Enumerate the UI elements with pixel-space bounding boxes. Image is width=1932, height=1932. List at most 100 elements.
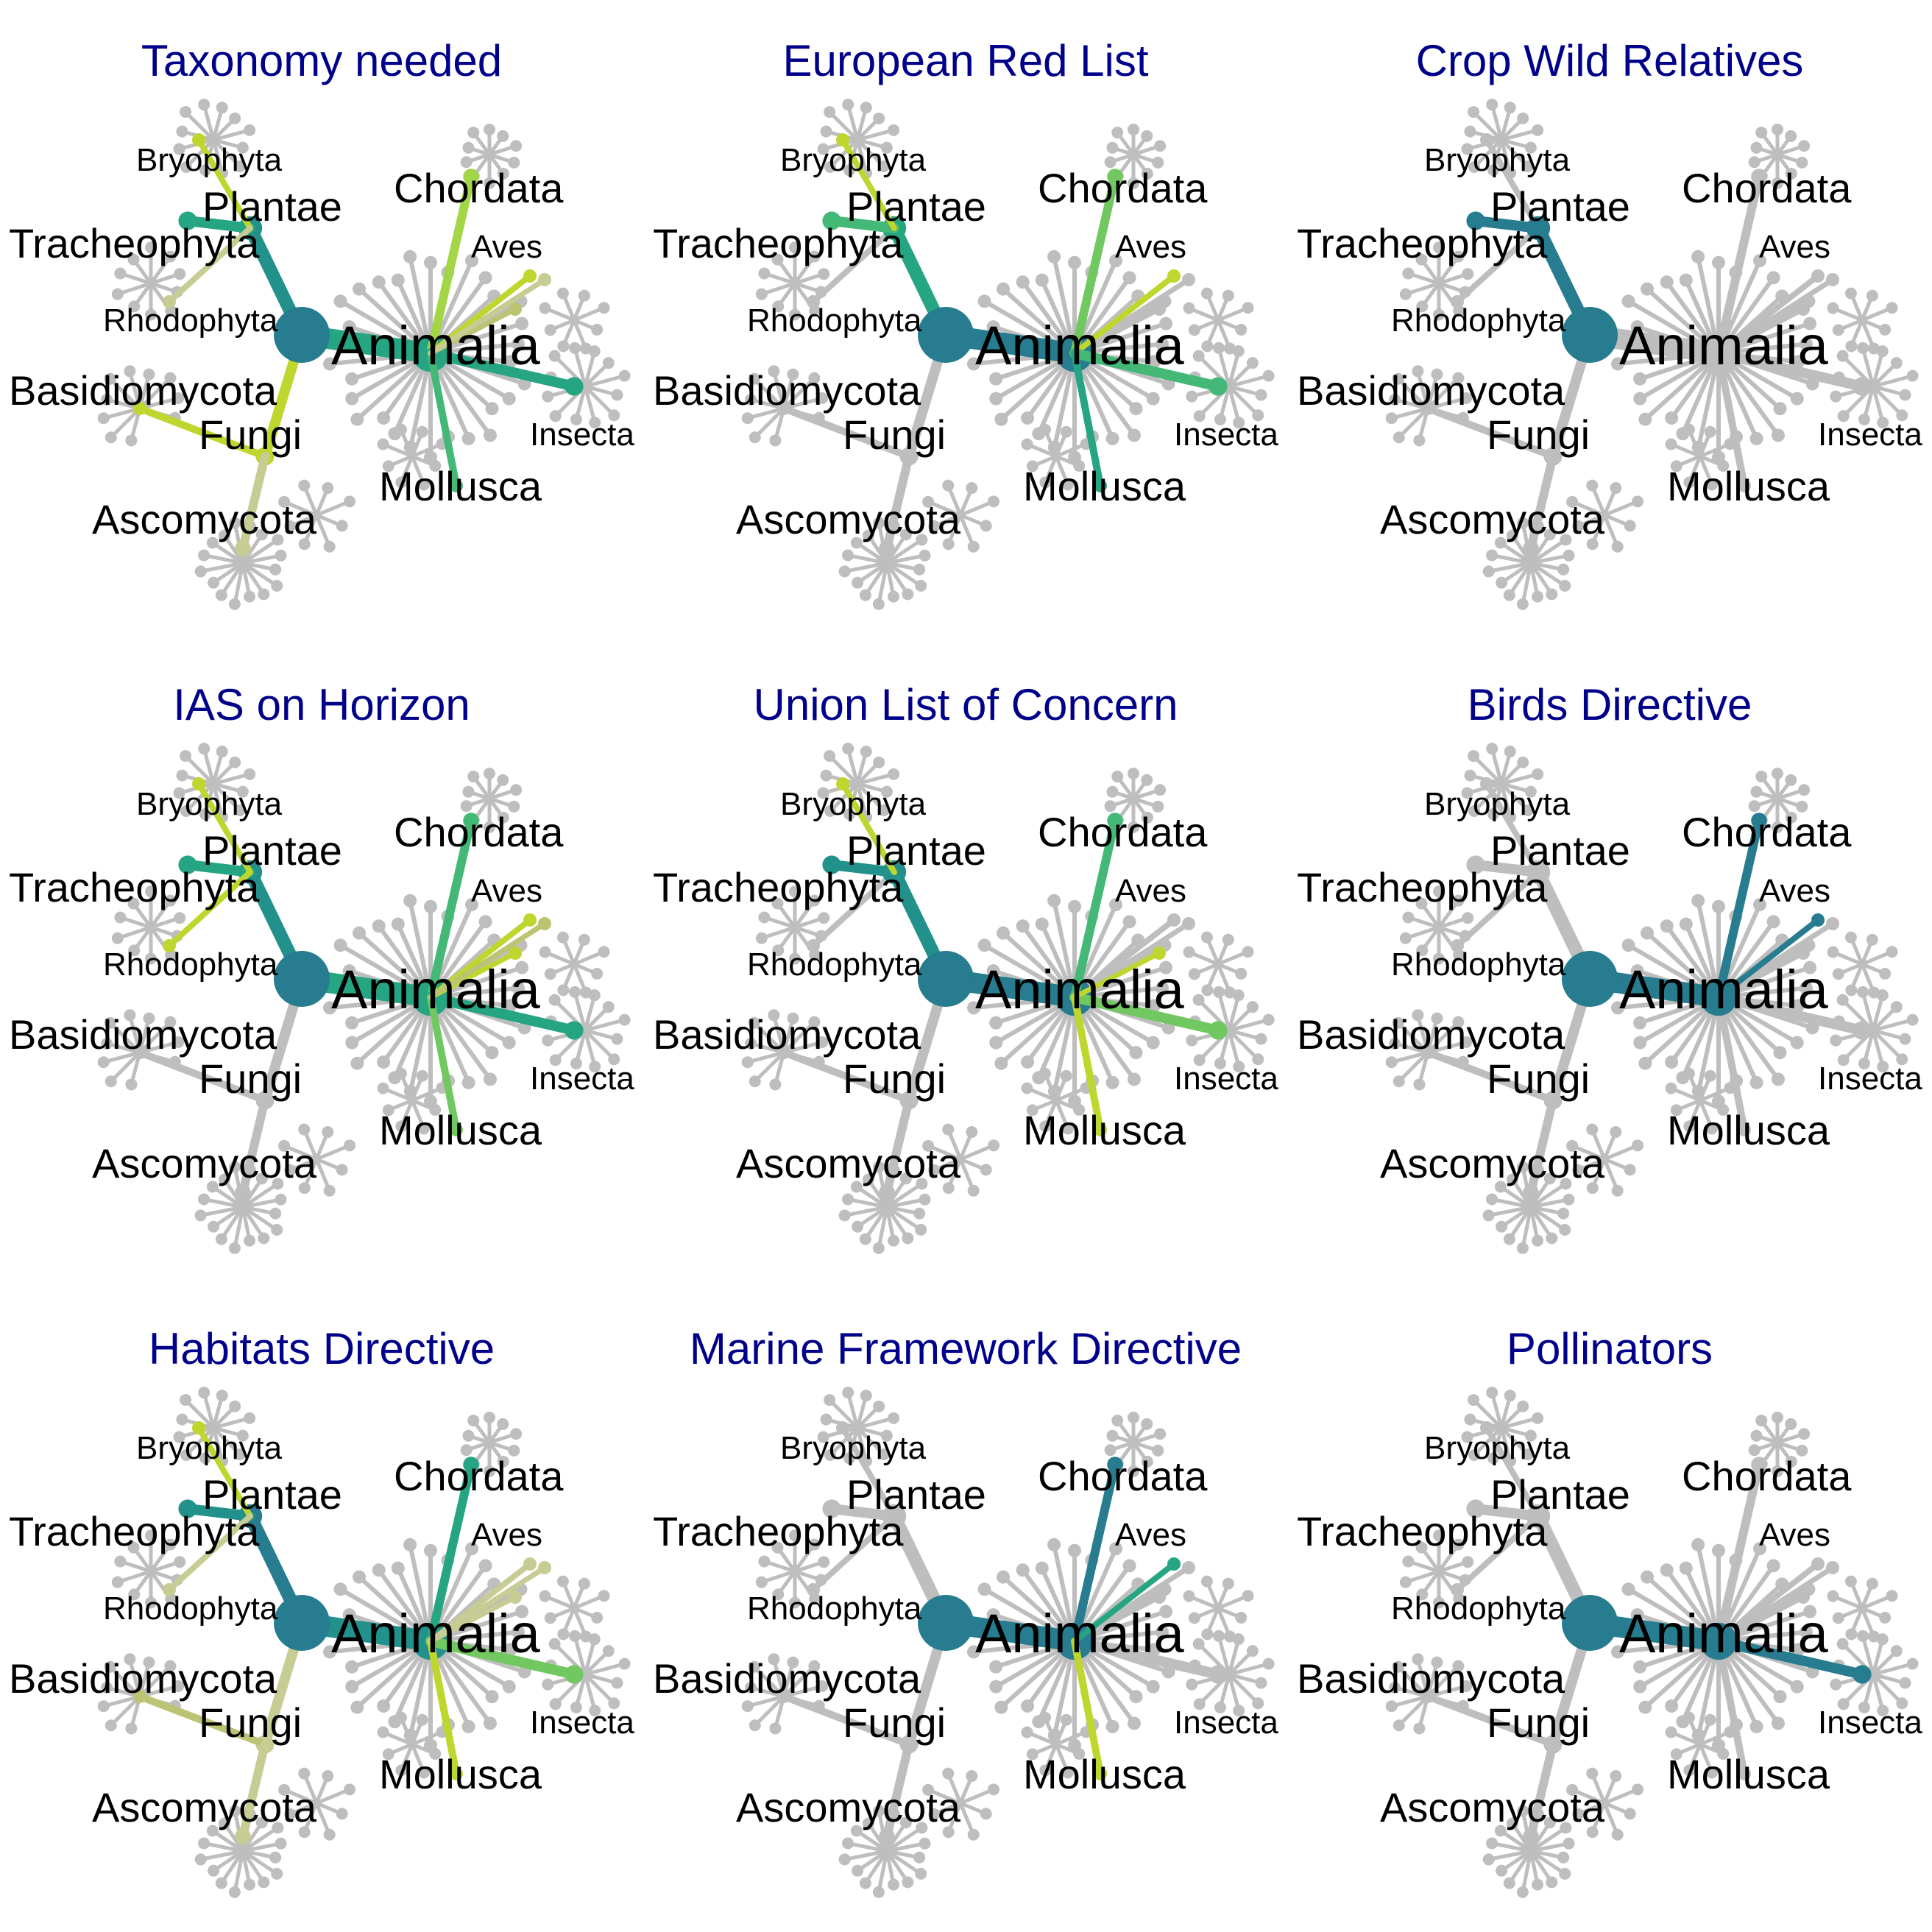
tree-leaf — [838, 1209, 851, 1222]
tree-leaf — [598, 1590, 610, 1602]
tree-edge-mollusca — [1071, 994, 1104, 1133]
tree-node-tracheophyta — [1466, 211, 1485, 230]
tree-leaf — [1771, 428, 1785, 442]
tree-leaf — [403, 1538, 417, 1551]
label-fungi: Fungi — [843, 1055, 946, 1102]
tree-leaf — [862, 1173, 874, 1186]
tree-leaf — [1433, 885, 1445, 898]
tree-edge — [1529, 1205, 1567, 1232]
label-bryophyta: Bryophyta — [136, 142, 283, 178]
label-animalia: Animalia — [975, 959, 1185, 1020]
tree-edge-mollusca — [427, 1638, 460, 1777]
tree-leaf — [967, 540, 980, 553]
tree-leaf — [1772, 124, 1783, 135]
tree-leaf — [1155, 1625, 1169, 1639]
tree-edge-extra2 — [428, 1565, 548, 1644]
tree-edge — [885, 1841, 927, 1853]
tree-leaf — [278, 1783, 291, 1796]
tree-edge-chordata — [426, 816, 475, 1002]
tree-edge-insecta — [1069, 348, 1223, 392]
tree-leaf — [989, 1680, 1003, 1694]
tree-leaf — [816, 1036, 829, 1049]
tree-leaf — [124, 365, 136, 378]
tree-leaf — [1412, 365, 1424, 378]
tree-leaf — [1021, 1699, 1035, 1713]
tree-leaf — [1638, 412, 1652, 426]
tree-leaf — [342, 964, 356, 978]
tree-leaf — [1665, 1699, 1679, 1713]
tree-leaf — [1633, 372, 1647, 386]
tree-edge — [1227, 384, 1260, 417]
tree-leaf — [1154, 1428, 1167, 1440]
tree-leaf — [771, 253, 784, 266]
tree-leaf — [1665, 1082, 1677, 1094]
tree-edge — [183, 754, 216, 786]
tree-leaf — [429, 459, 442, 472]
tree-leaf — [1766, 915, 1780, 929]
tree-leaf — [1799, 981, 1813, 995]
tree-leaf — [570, 413, 582, 425]
tree-leaf — [1670, 460, 1682, 473]
tree-leaf — [922, 1783, 935, 1796]
tree-leaf — [1192, 1638, 1205, 1650]
tree-leaf — [1128, 177, 1139, 189]
tree-edge-insecta — [1069, 992, 1223, 1036]
tree-leaf — [105, 1075, 117, 1088]
tree-leaf — [873, 1161, 885, 1173]
tree-edge — [583, 993, 597, 1033]
label-rhodophyta: Rhodophyta — [1391, 946, 1566, 983]
tree-leaf — [873, 756, 885, 768]
tree-leaf — [1039, 1120, 1052, 1133]
tree-leaf — [1832, 968, 1844, 980]
tree-leaf — [1791, 1643, 1805, 1657]
tree-leaf — [1146, 1680, 1160, 1694]
tree-leaf — [1665, 1726, 1677, 1738]
tree-leaf — [462, 141, 475, 154]
taxonomy-panel: Animalia Plantae Fungi Chordata Aves Insecta M… — [9, 680, 634, 1254]
tree-leaf — [1060, 1713, 1072, 1726]
tree-leaf — [1496, 1220, 1508, 1233]
tree-leaf — [1803, 316, 1817, 330]
tree-leaf — [816, 1680, 829, 1693]
tree-leaf — [323, 1001, 337, 1015]
tree-leaf — [1679, 1561, 1693, 1575]
tree-leaf — [127, 1541, 140, 1554]
tree-edge — [827, 1398, 860, 1430]
tree-edge-rhodophyta — [166, 1513, 253, 1593]
tree-leaf — [342, 320, 356, 334]
tree-edge-insecta — [425, 348, 579, 392]
tree-leaf — [271, 1867, 283, 1880]
tree-leaf — [164, 1016, 177, 1028]
tree-leaf — [591, 967, 604, 980]
tree-node-insecta — [1853, 377, 1872, 396]
tree-leaf — [236, 141, 249, 154]
tree-leaf — [1026, 1748, 1038, 1761]
tree-edge — [846, 1841, 889, 1853]
tree-leaf — [391, 917, 405, 931]
tree-leaf — [589, 1061, 601, 1073]
tree-leaf — [180, 160, 193, 173]
tree-edge — [314, 1787, 352, 1805]
tree-leaf — [1517, 1161, 1529, 1173]
tree-edge — [854, 1184, 889, 1209]
tree-edge — [1490, 553, 1533, 565]
tree-leaf — [128, 300, 141, 313]
tree-leaf — [1038, 1711, 1051, 1724]
tree-leaf — [515, 960, 529, 974]
tree-leaf — [977, 294, 991, 308]
tree-edge — [782, 376, 816, 411]
tree-edge — [877, 1849, 889, 1894]
tree-leaf — [569, 342, 581, 354]
tree-edge — [211, 561, 245, 585]
tree-leaf — [1517, 756, 1529, 768]
tree-leaf — [556, 1575, 569, 1588]
tree-leaf — [233, 804, 246, 816]
tree-leaf — [336, 1808, 348, 1820]
tree-leaf — [1704, 425, 1716, 438]
tree-leaf — [1461, 787, 1473, 799]
tree-leaf — [1670, 1748, 1682, 1761]
tree-leaf — [902, 1876, 914, 1889]
tree-edge — [1426, 376, 1460, 411]
tree-leaf — [1035, 1561, 1049, 1575]
tree-edge — [211, 772, 252, 786]
